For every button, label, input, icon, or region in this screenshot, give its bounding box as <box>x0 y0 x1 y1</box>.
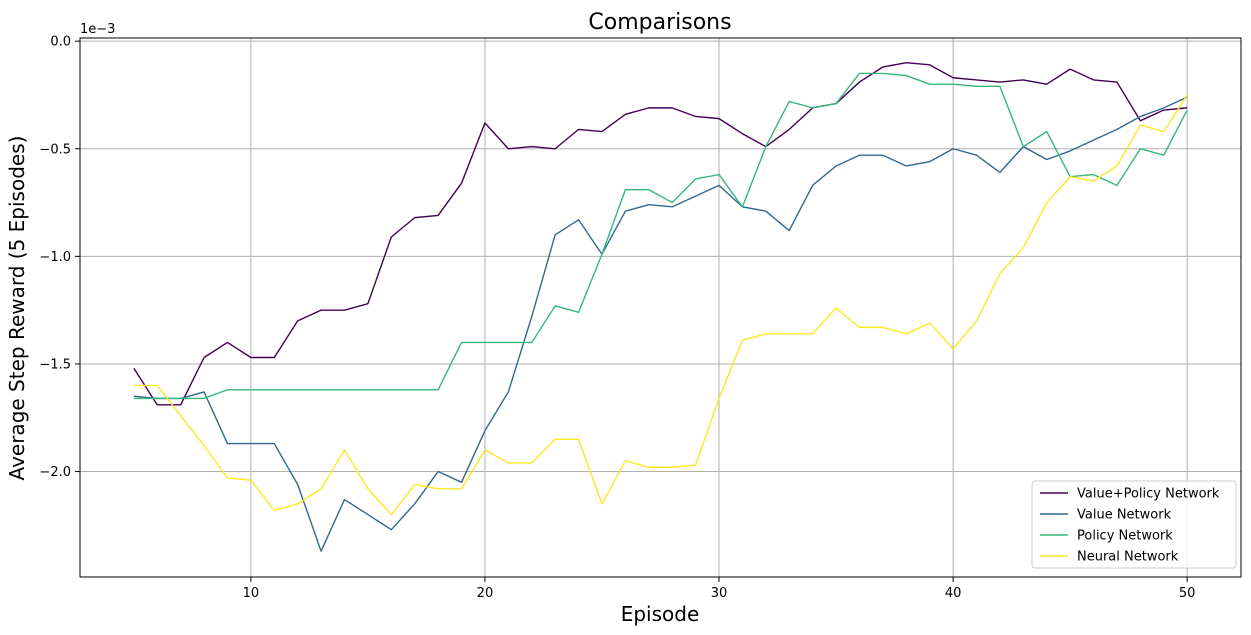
x-axis-title: Episode <box>621 602 700 626</box>
y-tick-label: −1.0 <box>39 250 71 265</box>
x-tick-label: 30 <box>711 586 728 601</box>
series-line-value-policy-network <box>133 61 1188 406</box>
x-tick-label: 20 <box>477 586 494 601</box>
legend-label-neural-network: Neural Network <box>1077 550 1179 565</box>
series-line-value-network <box>133 96 1188 552</box>
y-tick-label: −0.5 <box>39 142 71 157</box>
y-axis-offset-label: 1e−3 <box>80 22 115 37</box>
legend-label-policy-network: Policy Network <box>1077 529 1173 544</box>
x-tick-label: 10 <box>243 586 260 601</box>
legend-label-value-network: Value Network <box>1077 508 1172 523</box>
series-lines <box>133 61 1188 552</box>
series-line-neural-network <box>133 94 1188 516</box>
y-tick-label: −1.5 <box>39 357 71 372</box>
plot-frame <box>79 37 1242 578</box>
y-tick-label: 0.0 <box>50 35 71 50</box>
ticks: 10 20 30 40 50 0.0 −0.5 −1.0 −1.5 −2.0 <box>39 35 1195 601</box>
x-tick-label: 40 <box>945 586 962 601</box>
chart-title: Comparisons <box>588 10 731 35</box>
y-axis-title: Average Step Reward (5 Episodes) <box>5 136 29 481</box>
y-tick-label: −2.0 <box>39 465 71 480</box>
series-line-policy-network <box>133 72 1188 400</box>
legend-label-value-policy-network: Value+Policy Network <box>1077 487 1220 502</box>
legend-box <box>1031 480 1237 569</box>
grid <box>80 38 1241 577</box>
x-tick-label: 50 <box>1179 586 1196 601</box>
legend: Value+Policy Network Value Network Policy … <box>1031 480 1237 569</box>
